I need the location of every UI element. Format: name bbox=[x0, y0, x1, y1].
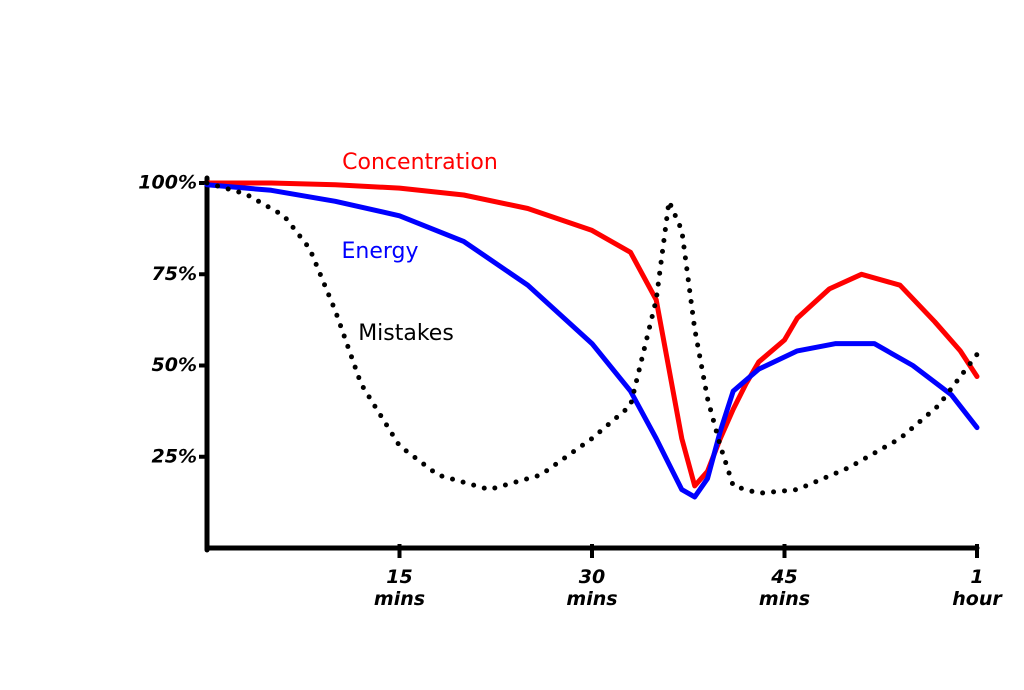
series-line bbox=[204, 180, 980, 496]
series-label: Mistakes bbox=[358, 321, 454, 346]
x-tick-label: 1 hour bbox=[952, 566, 1002, 610]
x-tick-label: 45 mins bbox=[758, 566, 811, 610]
series-label: Concentration bbox=[342, 150, 498, 175]
series-label: Energy bbox=[341, 239, 418, 264]
x-tick-label: 15 mins bbox=[373, 566, 426, 610]
y-tick-label: 75% bbox=[152, 263, 197, 285]
y-tick-label: 25% bbox=[152, 445, 197, 467]
series-line bbox=[204, 182, 980, 500]
y-tick-label: 50% bbox=[152, 354, 197, 376]
y-tick-label: 100% bbox=[138, 172, 197, 194]
x-tick-label: 30 mins bbox=[566, 566, 618, 610]
